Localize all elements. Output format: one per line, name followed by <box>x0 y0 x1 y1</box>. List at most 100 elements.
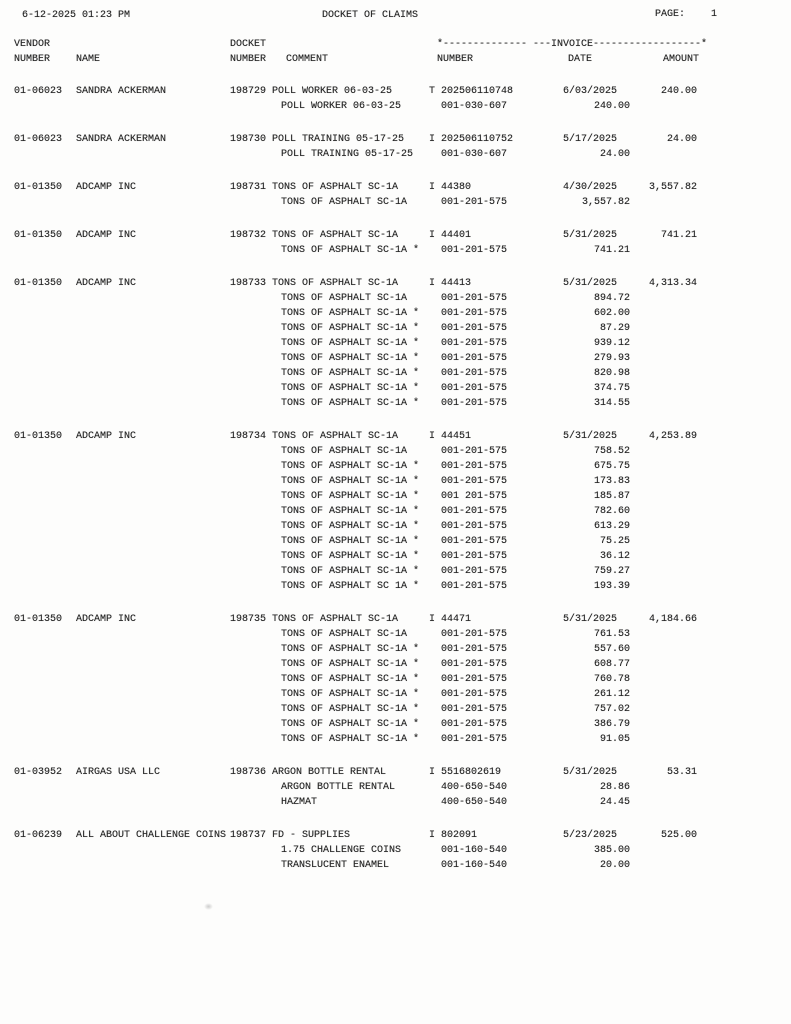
claim-comment: TONS OF ASPHALT SC-1A <box>272 182 399 193</box>
detail-comment: 1.75 CHALLENGE COINS <box>281 845 402 856</box>
claim-comment: TONS OF ASPHALT SC-1A <box>272 614 399 625</box>
detail-amount: 602.00 <box>593 308 630 319</box>
docket-number: 198729 <box>230 86 267 97</box>
detail-account: 400-650-540 <box>441 782 508 793</box>
claim-comment: TONS OF ASPHALT SC-1A <box>272 278 399 289</box>
report-datetime: 6-12-2025 01:23 PM <box>22 10 131 21</box>
docket-number: 198736 <box>230 767 267 778</box>
claim-detail-line: TONS OF ASPHALT SC-1A * 001-201-575 757.02 <box>0 702 791 717</box>
detail-amount: 613.29 <box>593 521 630 532</box>
invoice-number: I 44380 <box>429 182 472 193</box>
invoice-amount: 3,557.82 <box>648 182 697 193</box>
detail-comment: TONS OF ASPHALT SC-1A * <box>281 308 420 319</box>
detail-amount: 75.25 <box>599 536 630 547</box>
claim-detail-line: TONS OF ASPHALT SC-1A * 001-201-575 279.93 <box>0 351 791 366</box>
claim-comment: POLL WORKER 06-03-25 <box>272 86 393 97</box>
detail-comment: TONS OF ASPHALT SC-1A * <box>281 659 420 670</box>
detail-account: 001-201-575 <box>441 551 508 562</box>
claim-detail-line: TONS OF ASPHALT SC-1A * 001-201-575 173.83 <box>0 474 791 489</box>
detail-comment: TONS OF ASPHALT SC-1A * <box>281 704 420 715</box>
vendor-name: ADCAMP INC <box>76 230 137 241</box>
detail-account: 001-201-575 <box>441 398 508 409</box>
invoice-date: 5/17/2025 <box>562 134 617 145</box>
detail-amount: 675.75 <box>593 461 630 472</box>
invoice-number: I 802091 <box>429 830 478 841</box>
invoice-number: I 44451 <box>429 431 472 442</box>
claim-block: 01-03952 AIRGAS USA LLC 198736 ARGON BOTTLE… <box>0 765 791 810</box>
invoice-number: I 44401 <box>429 230 472 241</box>
invoice-date: 5/31/2025 <box>562 278 617 289</box>
vendor-number: 01-01350 <box>14 230 63 241</box>
claim-detail-line: ARGON BOTTLE RENTAL 400-650-540 28.86 <box>0 780 791 795</box>
detail-account: 001-030-607 <box>441 149 508 160</box>
detail-account: 001-201-575 <box>441 353 508 364</box>
vendor-name: ADCAMP INC <box>76 614 137 625</box>
vendor-number: 01-03952 <box>14 767 63 778</box>
detail-comment: TONS OF ASPHALT SC-1A * <box>281 461 420 472</box>
claim-detail-line: TONS OF ASPHALT SC-1A 001-201-575 758.52 <box>0 444 791 459</box>
claim-detail-line: POLL TRAINING 05-17-25 001-030-607 24.00 <box>0 147 791 162</box>
page-label: PAGE: <box>655 9 686 20</box>
claim-detail-line: HAZMAT 400-650-540 24.45 <box>0 795 791 810</box>
invoice-amount: 4,253.89 <box>648 431 697 442</box>
col-header-name: NAME <box>76 54 101 65</box>
detail-comment: TONS OF ASPHALT SC-1A * <box>281 323 420 334</box>
claim-detail-line: TONS OF ASPHALT SC-1A * 001-201-575 760.78 <box>0 672 791 687</box>
report-title: DOCKET OF CLAIMS <box>322 10 419 21</box>
detail-comment: TONS OF ASPHALT SC-1A * <box>281 719 420 730</box>
detail-amount: 741.21 <box>593 245 630 256</box>
detail-account: 001-201-575 <box>441 368 508 379</box>
claim-detail-line: TONS OF ASPHALT SC-1A * 001-201-575 386.79 <box>0 717 791 732</box>
col-header-vendor-number: NUMBER <box>14 54 51 65</box>
detail-comment: TONS OF ASPHALT SC-1A <box>281 629 408 640</box>
invoice-number: I 44413 <box>429 278 472 289</box>
detail-account: 001-201-575 <box>441 689 508 700</box>
detail-amount: 3,557.82 <box>581 197 630 208</box>
detail-amount: 761.53 <box>593 629 630 640</box>
claim-comment: TONS OF ASPHALT SC-1A <box>272 431 399 442</box>
claim-block: 01-06023 SANDRA ACKERMAN 198730 POLL TRAINI… <box>0 132 791 162</box>
vendor-name: ADCAMP INC <box>76 278 137 289</box>
claim-detail-line: TONS OF ASPHALT SC-1A * 001-201-575 374.75 <box>0 381 791 396</box>
claim-detail-line: 1.75 CHALLENGE COINS 001-160-540 385.00 <box>0 843 791 858</box>
col-header-comment: COMMENT <box>286 54 329 65</box>
detail-account: 001-160-540 <box>441 845 508 856</box>
detail-amount: 314.55 <box>593 398 630 409</box>
detail-account: 001-201-575 <box>441 446 508 457</box>
claim-detail-line: TONS OF ASPHALT SC-1A 001-201-575 894.72 <box>0 291 791 306</box>
claim-master-line: 01-01350 ADCAMP INC 198734 TONS OF ASPHALT … <box>0 429 791 444</box>
detail-amount: 24.00 <box>599 149 630 160</box>
detail-account: 001-201-575 <box>441 536 508 547</box>
detail-comment: TONS OF ASPHALT SC-1A <box>281 446 408 457</box>
detail-comment: TONS OF ASPHALT SC-1A * <box>281 245 420 256</box>
detail-amount: 758.52 <box>593 446 630 457</box>
detail-account: 400-650-540 <box>441 797 508 808</box>
claim-detail-line: TONS OF ASPHALT SC-1A * 001-201-575 675.75 <box>0 459 791 474</box>
detail-comment: TONS OF ASPHALT SC-1A * <box>281 536 420 547</box>
detail-comment: TONS OF ASPHALT SC-1A * <box>281 368 420 379</box>
detail-comment: TONS OF ASPHALT SC-1A * <box>281 644 420 655</box>
invoice-date: 5/31/2025 <box>562 614 617 625</box>
detail-account: 001-160-540 <box>441 860 508 871</box>
detail-comment: POLL TRAINING 05-17-25 <box>281 149 414 160</box>
invoice-amount: 4,184.66 <box>648 614 697 625</box>
claim-block: 01-06023 SANDRA ACKERMAN 198729 POLL WORKER… <box>0 84 791 114</box>
detail-comment: TONS OF ASPHALT SC-1A * <box>281 674 420 685</box>
invoice-amount: 240.00 <box>660 86 697 97</box>
invoice-number: I 44471 <box>429 614 472 625</box>
scan-smudge-artifact <box>204 903 213 910</box>
claim-detail-line: POLL WORKER 06-03-25 001-030-607 240.00 <box>0 99 791 114</box>
claim-detail-line: TONS OF ASPHALT SC-1A * 001-201-575 759.27 <box>0 564 791 579</box>
detail-account: 001-201-575 <box>441 704 508 715</box>
detail-account: 001-201-575 <box>441 338 508 349</box>
vendor-name: SANDRA ACKERMAN <box>76 86 167 97</box>
invoice-amount: 24.00 <box>666 134 697 145</box>
claim-detail-line: TONS OF ASPHALT SC-1A * 001-201-575 602.00 <box>0 306 791 321</box>
col-header-invoice-amount: AMOUNT <box>663 54 700 65</box>
detail-comment: TONS OF ASPHALT SC-1A * <box>281 338 420 349</box>
detail-amount: 20.00 <box>599 860 630 871</box>
claim-master-line: 01-06023 SANDRA ACKERMAN 198729 POLL WORKER… <box>0 84 791 99</box>
claim-comment: TONS OF ASPHALT SC-1A <box>272 230 399 241</box>
invoice-amount: 741.21 <box>660 230 697 241</box>
